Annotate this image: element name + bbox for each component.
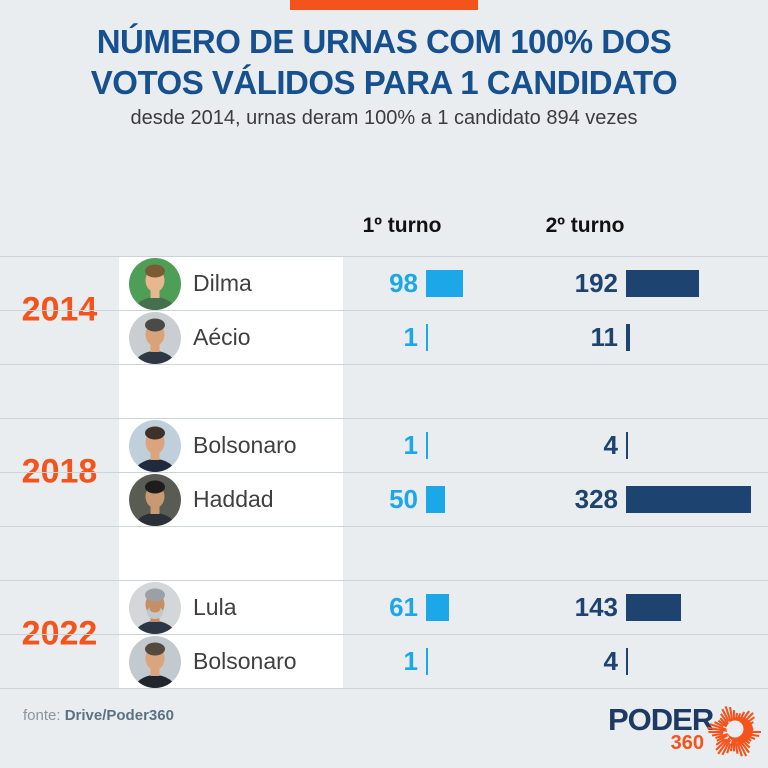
source-label: fonte: <box>23 707 61 724</box>
candidate-photo <box>129 636 181 688</box>
page-title-line2: VOTOS VÁLIDOS PARA 1 CANDIDATO <box>90 64 678 101</box>
candidate-name: Aécio <box>193 324 251 350</box>
column-header-first-round: 1º turno <box>362 214 442 237</box>
t2-bar <box>626 270 700 297</box>
block-spacer <box>0 364 768 418</box>
t1-value: 50 <box>389 484 418 514</box>
chart-table: 2014 Dilma 98 192 Aécio 1 11 2018 Bolsonaro 1 4 Had… <box>0 256 768 689</box>
t1-value: 98 <box>389 268 418 298</box>
candidate-row: Dilma 98 192 <box>0 256 768 310</box>
year-block: 2022 Lula 61 143 Bolsonaro 1 4 <box>0 580 768 688</box>
t2-value: 11 <box>590 322 619 352</box>
year-label: 2022 <box>21 614 98 653</box>
t2-value: 192 <box>574 268 618 298</box>
t2-value: 4 <box>603 646 618 676</box>
candidate-photo <box>129 420 181 472</box>
top-accent-bar <box>290 0 478 10</box>
candidate-row: Aécio 1 11 <box>0 310 768 364</box>
poder360-logo: PODER 360 <box>608 702 764 762</box>
candidate-photo <box>129 258 181 310</box>
source-note: fonte: Drive/Poder360 <box>23 707 174 724</box>
year-block: 2018 Bolsonaro 1 4 Haddad 50 328 <box>0 418 768 526</box>
logo-word: PODER <box>608 702 714 737</box>
t1-bar <box>426 594 450 621</box>
t2-bar <box>626 486 752 513</box>
logo-number: 360 <box>670 732 704 754</box>
candidate-name: Bolsonaro <box>193 432 297 458</box>
candidate-photo <box>129 582 181 634</box>
t1-value: 1 <box>403 430 418 460</box>
t1-value: 1 <box>403 646 418 676</box>
candidate-row: Haddad 50 328 <box>0 472 768 526</box>
candidate-name: Haddad <box>193 486 274 512</box>
candidate-photo <box>129 312 181 364</box>
t1-value: 61 <box>389 592 418 622</box>
source-value: Drive/Poder360 <box>64 707 174 724</box>
year-label: 2018 <box>21 452 98 491</box>
t1-bar <box>426 648 428 675</box>
t1-bar <box>426 432 428 459</box>
candidate-row: Bolsonaro 1 4 <box>0 634 768 688</box>
column-header-second-round: 2º turno <box>545 214 625 237</box>
t2-bar <box>626 432 628 459</box>
candidate-row: Lula 61 143 <box>0 580 768 634</box>
page-subtitle: desde 2014, urnas deram 100% a 1 candida… <box>130 107 638 129</box>
candidate-name: Bolsonaro <box>193 648 297 674</box>
poder360-starburst-icon <box>707 706 761 757</box>
t1-bar <box>426 486 446 513</box>
candidate-photo <box>129 474 181 526</box>
table-bottom-line <box>0 688 768 689</box>
block-spacer <box>0 526 768 580</box>
t2-value: 4 <box>603 430 618 460</box>
t1-value: 1 <box>403 322 418 352</box>
candidate-name: Dilma <box>193 270 252 296</box>
page-title-line1: NÚMERO DE URNAS COM 100% DOS <box>96 23 672 60</box>
t2-value: 143 <box>574 592 618 622</box>
year-block: 2014 Dilma 98 192 Aécio 1 11 <box>0 256 768 364</box>
t1-bar <box>426 324 428 351</box>
candidate-name: Lula <box>193 594 237 620</box>
t2-bar <box>626 594 681 621</box>
t2-bar <box>626 648 628 675</box>
t1-bar <box>426 270 464 297</box>
candidate-row: Bolsonaro 1 4 <box>0 418 768 472</box>
t2-value: 328 <box>574 484 618 514</box>
year-label: 2014 <box>21 290 98 329</box>
t2-bar <box>626 324 631 351</box>
